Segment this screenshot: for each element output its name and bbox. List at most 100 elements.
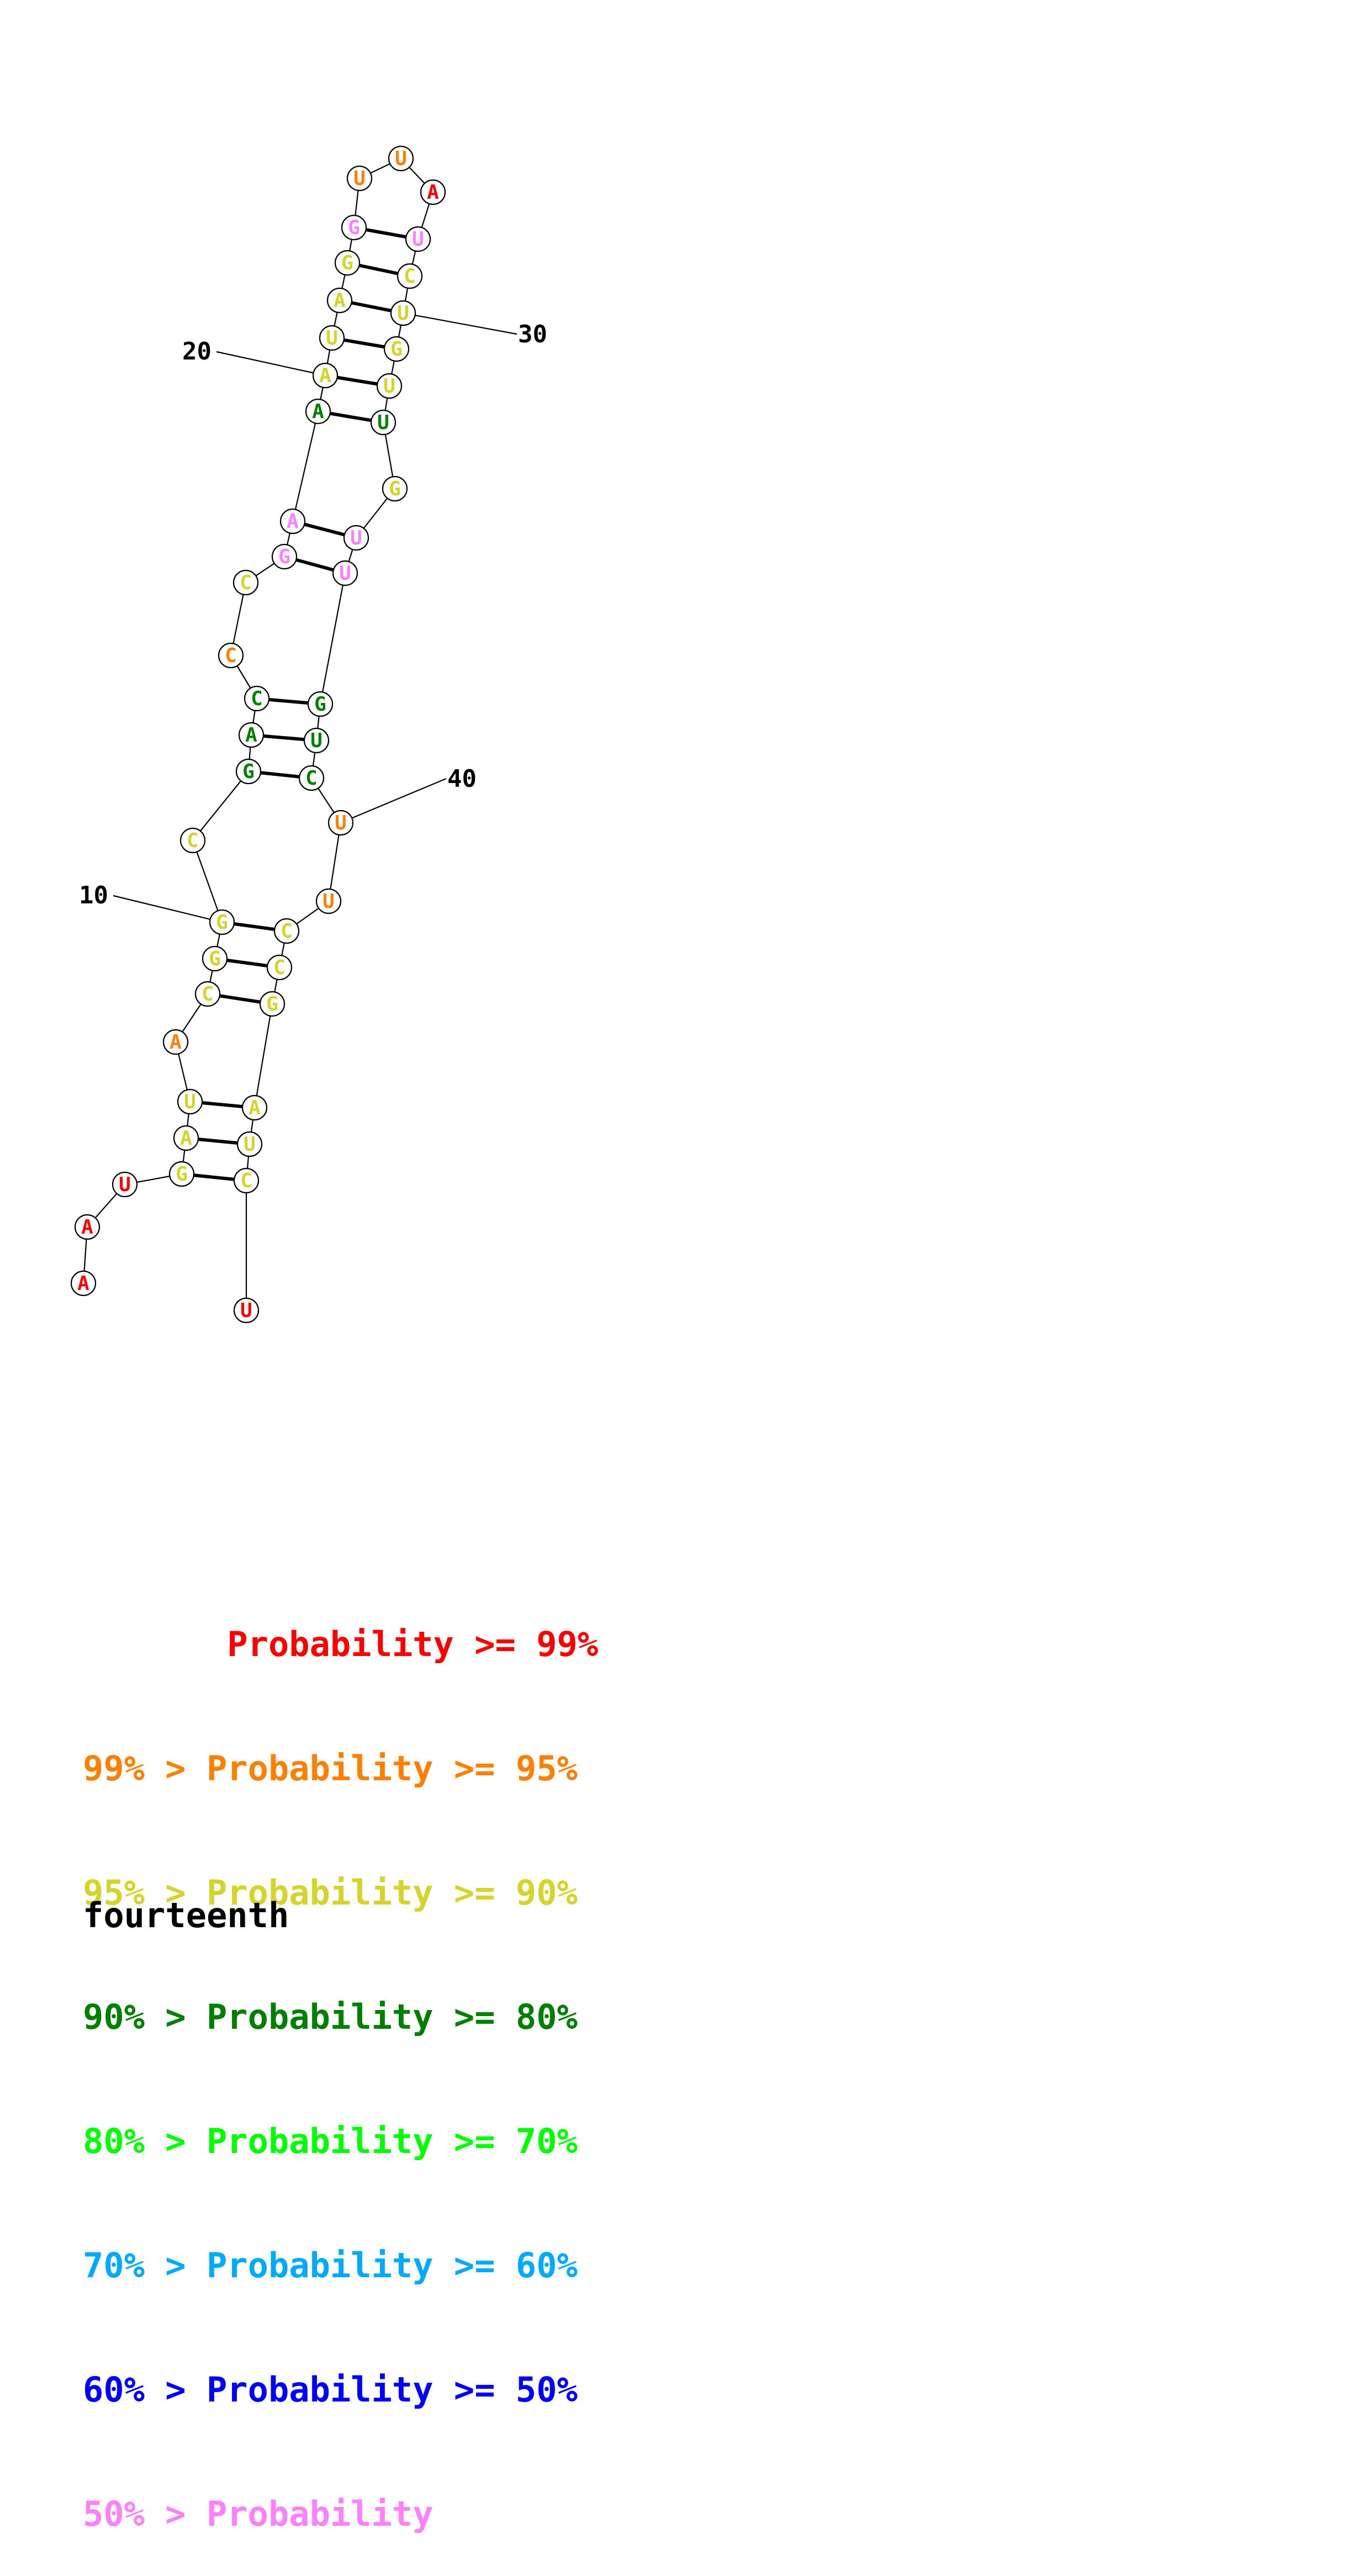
nucleotide: G bbox=[271, 543, 298, 570]
nucleotide-circle bbox=[168, 1161, 195, 1187]
nucleotide: A bbox=[305, 398, 331, 425]
nucleotide-circle bbox=[279, 508, 306, 535]
nucleotide: U bbox=[177, 1088, 203, 1115]
nucleotide-base: U bbox=[397, 302, 409, 325]
nucleotide-base: U bbox=[353, 167, 366, 190]
nucleotide: U bbox=[233, 1297, 260, 1324]
nucleotide-base: A bbox=[319, 364, 331, 387]
legend-row-60: 70% > Probability >= 60% bbox=[83, 2245, 578, 2286]
legend-row-low: 50% > Probability bbox=[83, 2494, 434, 2534]
legend-row-90: 95% > Probability >= 90% bbox=[83, 1873, 578, 1913]
nucleotide: G bbox=[382, 475, 408, 502]
nucleotide-base: U bbox=[184, 1091, 196, 1113]
nucleotide-base: U bbox=[350, 527, 362, 549]
nucleotide-circle bbox=[332, 560, 358, 586]
nucleotide-base: G bbox=[266, 993, 278, 1015]
nucleotide: C bbox=[232, 569, 259, 596]
nucleotide-circle bbox=[194, 981, 221, 1007]
nucleotide-circle bbox=[370, 409, 397, 436]
nucleotide-circle bbox=[397, 263, 423, 289]
nucleotide-base: G bbox=[242, 760, 255, 783]
nucleotide-circle bbox=[233, 1167, 260, 1194]
nucleotide: A bbox=[279, 508, 306, 535]
nucleotide-base: C bbox=[187, 829, 199, 852]
nucleotide-circle bbox=[382, 475, 408, 502]
nucleotide-base: C bbox=[240, 1170, 252, 1192]
nucleotide: U bbox=[303, 727, 330, 754]
nucleotide-base: G bbox=[341, 252, 353, 274]
nucleotide-base: G bbox=[209, 948, 221, 970]
nucleotide-base: U bbox=[383, 375, 395, 398]
nucleotide-base: C bbox=[305, 767, 318, 790]
nucleotide-circle bbox=[334, 250, 361, 276]
nucleotide-base: A bbox=[170, 1031, 182, 1054]
legend-row-50: 60% > Probability >= 50% bbox=[83, 2369, 578, 2410]
nucleotide: U bbox=[388, 145, 414, 172]
nucleotide: C bbox=[194, 981, 221, 1007]
legend-row-80: 90% > Probability >= 80% bbox=[83, 1997, 578, 2037]
nucleotide: A bbox=[70, 1270, 97, 1297]
nucleotide-base: C bbox=[202, 983, 214, 1006]
nucleotide: G bbox=[259, 991, 286, 1017]
nucleotide-base: G bbox=[176, 1163, 188, 1186]
nucleotide-base: A bbox=[81, 1216, 93, 1239]
position-label: 30 bbox=[518, 320, 547, 348]
nucleotide-circle bbox=[383, 336, 410, 362]
nucleotide-base: C bbox=[225, 644, 237, 667]
nucleotide-circle bbox=[202, 945, 228, 972]
nucleotide-base: U bbox=[377, 411, 389, 434]
nucleotide-circle bbox=[376, 373, 403, 399]
nucleotide-base: G bbox=[314, 693, 326, 716]
nucleotide-base: U bbox=[323, 890, 335, 913]
nucleotide: U bbox=[319, 325, 345, 351]
nucleotide-base: G bbox=[390, 338, 403, 361]
nucleotide: G bbox=[383, 336, 410, 362]
nucleotide-circle bbox=[266, 954, 293, 981]
nucleotide: U bbox=[332, 560, 358, 586]
nucleotide: C bbox=[298, 765, 325, 791]
nucleotide-circle bbox=[303, 727, 330, 754]
nucleotide: C bbox=[273, 918, 300, 944]
nucleotide-circle bbox=[327, 810, 354, 836]
backbone-segment bbox=[319, 573, 346, 705]
nucleotide: G bbox=[307, 691, 334, 717]
nucleotide: U bbox=[390, 300, 416, 326]
nucleotide-circle bbox=[241, 1094, 268, 1121]
nucleotide: U bbox=[236, 1131, 263, 1157]
nucleotide-base: C bbox=[273, 956, 286, 979]
nucleotide: U bbox=[376, 373, 403, 399]
nucleotide-circle bbox=[312, 362, 339, 389]
nucleotide-circle bbox=[390, 300, 416, 326]
nucleotide-base: A bbox=[427, 181, 439, 204]
nucleotide-base: C bbox=[404, 265, 416, 288]
nucleotide-base: G bbox=[389, 478, 401, 500]
probability-legend: Probability >= 99% 99% > Probability >= … bbox=[83, 1541, 598, 2576]
nucleotide: G bbox=[341, 214, 367, 241]
nucleotide: G bbox=[334, 250, 361, 276]
nucleotide: A bbox=[241, 1094, 268, 1121]
nucleotide-base: U bbox=[339, 562, 351, 585]
nucleotide-base: G bbox=[278, 546, 290, 568]
nucleotide: A bbox=[238, 722, 265, 748]
nucleotide-circle bbox=[271, 543, 298, 570]
nucleotide-base: U bbox=[335, 812, 347, 834]
position-marker-line bbox=[403, 312, 517, 335]
nucleotide-circle bbox=[307, 691, 334, 717]
nucleotide: G bbox=[235, 758, 262, 785]
nucleotide-base: C bbox=[240, 572, 252, 594]
nucleotide-base: A bbox=[312, 400, 324, 423]
backbone-segment bbox=[253, 1003, 273, 1108]
position-label: 10 bbox=[79, 881, 108, 909]
nucleotide: A bbox=[162, 1029, 189, 1055]
nucleotide-circle bbox=[209, 909, 235, 935]
nucleotide-base: C bbox=[281, 920, 293, 943]
nucleotide-circle bbox=[238, 722, 265, 748]
nucleotide-circle bbox=[179, 827, 206, 854]
nucleotide-circle bbox=[244, 685, 270, 712]
nucleotide-base: U bbox=[310, 729, 323, 752]
nucleotide-circle bbox=[326, 287, 353, 314]
nucleotide-circle bbox=[173, 1125, 199, 1151]
nucleotide-base: C bbox=[251, 687, 263, 710]
nucleotide: U bbox=[343, 525, 369, 551]
